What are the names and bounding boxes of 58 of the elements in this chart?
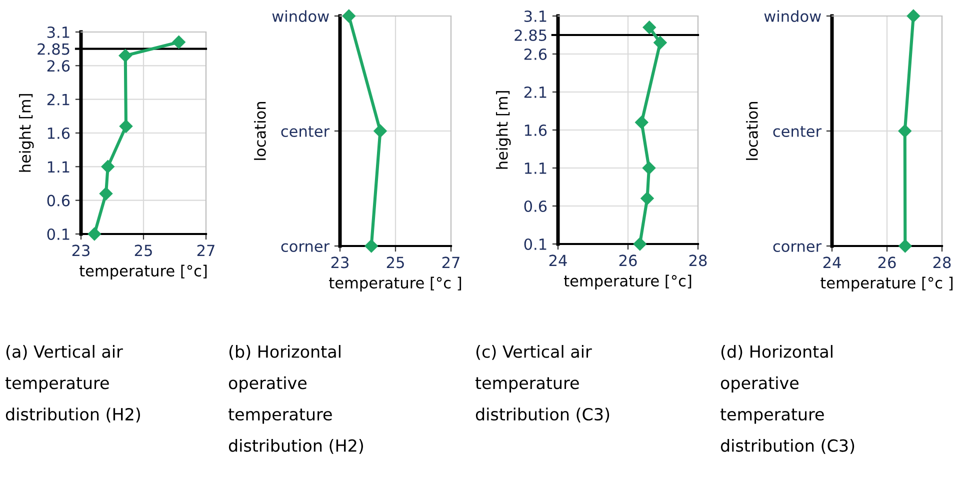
y-tick-label: window bbox=[764, 10, 821, 22]
text: (b) Horizontal operative temperature distribution (H2) bbox=[228, 345, 363, 454]
point bbox=[642, 161, 656, 175]
y-tick-label: 1.6 bbox=[48, 127, 70, 140]
point bbox=[119, 120, 133, 133]
x-axis-title: temperature [°c ] bbox=[820, 276, 953, 292]
y-tick-label: 0.1 bbox=[524, 238, 546, 250]
y-tick-label: 2.6 bbox=[47, 60, 70, 72]
y-tick-label: 3.1 bbox=[47, 26, 70, 38]
x-tick-label: 26 bbox=[619, 254, 637, 266]
y-tick-label: corner bbox=[281, 243, 330, 252]
y-axis-title: location bbox=[746, 102, 758, 160]
text: (d) Horizontal operative temperature distribution (C3) bbox=[720, 345, 854, 454]
y-axis-title: height [m] bbox=[496, 91, 511, 169]
text: (c) Vertical air temperature distribution (C3) bbox=[475, 345, 610, 423]
point bbox=[118, 48, 132, 62]
y-tick-label: window bbox=[272, 10, 329, 22]
x-tick-label: 27 bbox=[197, 244, 214, 256]
y-axis-title: height [m] bbox=[19, 94, 34, 172]
x-tick-label: 23 bbox=[331, 256, 348, 268]
point bbox=[635, 116, 648, 129]
x-tick-label: 27 bbox=[442, 256, 460, 268]
x-tick-label: 25 bbox=[134, 244, 152, 256]
y-tick-label: 2.1 bbox=[47, 94, 70, 106]
x-tick-label: 26 bbox=[878, 256, 896, 268]
x-tick-label: 28 bbox=[933, 256, 951, 268]
y-tick-label: 1.1 bbox=[48, 161, 70, 172]
y-tick-label: 2.85 bbox=[514, 29, 546, 42]
x-tick-label: 23 bbox=[72, 244, 90, 256]
x-axis-title: temperature [°c ] bbox=[329, 276, 462, 292]
text: (a) Vertical air temperature distribution (H2) bbox=[5, 345, 140, 423]
point bbox=[99, 187, 113, 200]
y-tick-label: 0.6 bbox=[524, 200, 547, 212]
x-axis-title: temperature [°c] bbox=[79, 264, 207, 280]
point bbox=[654, 36, 667, 50]
y-tick-label: 1.6 bbox=[524, 124, 547, 136]
y-tick-label: 0.1 bbox=[47, 228, 70, 240]
point bbox=[172, 36, 186, 49]
y-tick-label: 3.1 bbox=[524, 10, 546, 22]
x-axis-title: temperature [°c] bbox=[564, 274, 692, 290]
point bbox=[633, 237, 646, 251]
point bbox=[88, 227, 102, 241]
y-tick-label: 2.85 bbox=[38, 43, 70, 55]
y-tick-label: center bbox=[281, 126, 330, 138]
x-tick-label: 28 bbox=[689, 254, 707, 266]
y-tick-label: 2.1 bbox=[524, 86, 546, 98]
y-tick-label: 1.1 bbox=[524, 162, 546, 174]
x-tick-label: 25 bbox=[386, 256, 404, 268]
y-tick-label: corner bbox=[773, 243, 822, 252]
x-tick-label: 24 bbox=[823, 256, 841, 268]
point bbox=[101, 160, 114, 174]
y-tick-label: 0.6 bbox=[47, 194, 70, 206]
y-axis-title: location bbox=[254, 102, 266, 160]
point bbox=[642, 20, 656, 34]
y-tick-label: center bbox=[773, 126, 822, 138]
x-tick-label: 24 bbox=[549, 254, 567, 266]
point bbox=[640, 192, 654, 205]
y-tick-label: 2.6 bbox=[524, 48, 547, 60]
